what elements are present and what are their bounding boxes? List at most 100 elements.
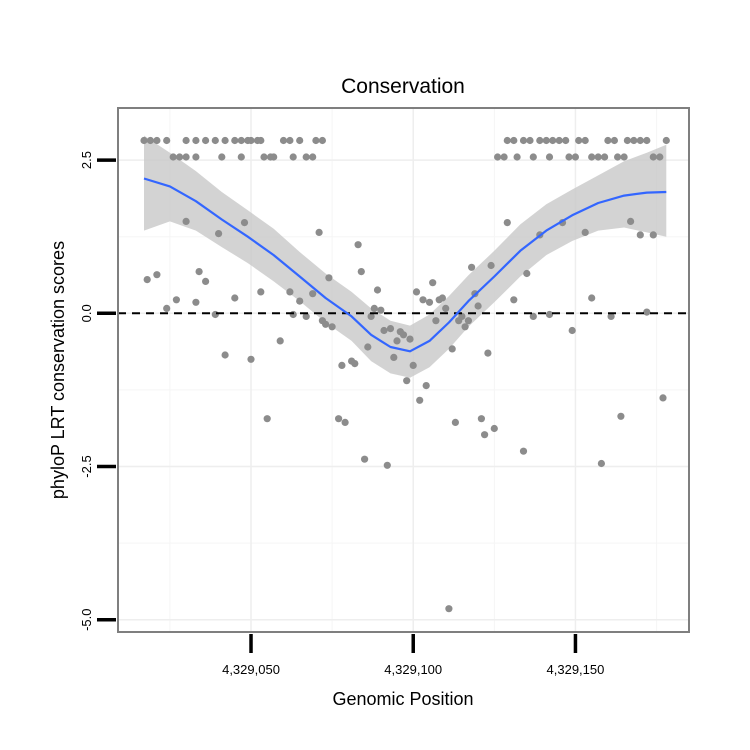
data-point [477,415,485,423]
data-point [445,605,453,613]
data-point [263,415,271,423]
data-point [643,308,651,316]
data-point [328,323,336,331]
data-point [367,312,375,320]
data-point [630,136,638,145]
data-point [237,153,245,161]
data-point [257,288,265,296]
data-point [604,136,612,145]
data-point [526,136,534,145]
data-point [474,302,482,310]
data-point [192,153,200,161]
x-tick-label: 4,329,050 [222,662,280,677]
chart-title: Conservation [341,75,465,98]
data-point [458,312,466,320]
data-point [451,418,459,426]
data-point [503,136,511,145]
data-point [257,136,265,145]
data-point [510,136,518,145]
data-point [289,310,297,319]
data-point [620,153,628,161]
x-axis-title: Genomic Position [332,689,473,709]
data-point [607,312,615,320]
data-point [575,136,583,145]
data-point [296,136,304,145]
data-point [490,424,498,433]
data-point [338,361,346,369]
data-point [588,153,596,161]
data-point [581,136,589,145]
data-point [429,279,437,287]
data-point [163,304,171,312]
data-point [649,231,657,239]
data-point [351,360,359,368]
data-point [623,136,632,145]
data-point [182,136,190,145]
data-point [500,153,508,161]
data-point [568,326,576,335]
x-axis: 4,329,050 4,329,100 4,329,150 [222,634,604,677]
x-tick-label: 4,329,100 [384,662,442,677]
data-point [172,296,180,304]
data-point [218,153,226,161]
data-point [419,296,427,304]
data-point [322,320,330,328]
data-point [221,351,229,359]
data-point [146,136,154,145]
data-point [192,136,200,145]
data-point [536,136,544,145]
y-tick-label: 2.5 [79,151,94,169]
data-point [519,447,528,455]
data-point [610,136,619,145]
data-point [588,294,596,302]
data-point [393,337,401,345]
data-point [302,153,310,161]
data-point [377,306,385,314]
data-point [448,345,456,353]
data-point [361,455,369,463]
data-point [231,294,239,302]
y-axis: -5.0 -2.5 0.0 2.5 [79,151,116,631]
data-point [341,418,349,426]
data-point [309,290,317,298]
data-point [545,310,554,319]
data-point [422,382,430,390]
data-point [335,415,343,423]
data-point [215,230,223,238]
data-point [649,153,657,161]
data-point [529,312,537,320]
confidence-band [144,135,667,378]
data-point [416,396,424,404]
data-point [406,335,414,343]
data-point [523,269,531,278]
data-point [182,153,190,161]
data-point [643,136,651,145]
data-point [571,153,580,161]
data-point [412,288,421,296]
data-point [399,331,408,339]
data-point [176,153,184,161]
data-point [601,153,609,161]
data-point [370,304,378,312]
data-point [432,317,440,325]
plot-frame [117,107,690,633]
data-point [461,323,469,331]
x-tick-label: 4,329,150 [547,662,605,677]
data-point [503,219,511,227]
data-point [169,153,177,161]
y-axis-title: phyloP LRT conservation scores [48,241,68,499]
data-point [442,304,450,312]
data-point [627,217,635,225]
data-point [325,274,333,282]
data-point [182,217,190,225]
data-point [240,219,249,227]
data-point [153,271,161,279]
data-point [318,136,326,145]
data-point [286,288,294,296]
data-points-layer [140,136,670,613]
data-point [510,296,518,304]
data-point [487,261,495,270]
data-point [425,298,434,306]
data-point [468,263,476,271]
